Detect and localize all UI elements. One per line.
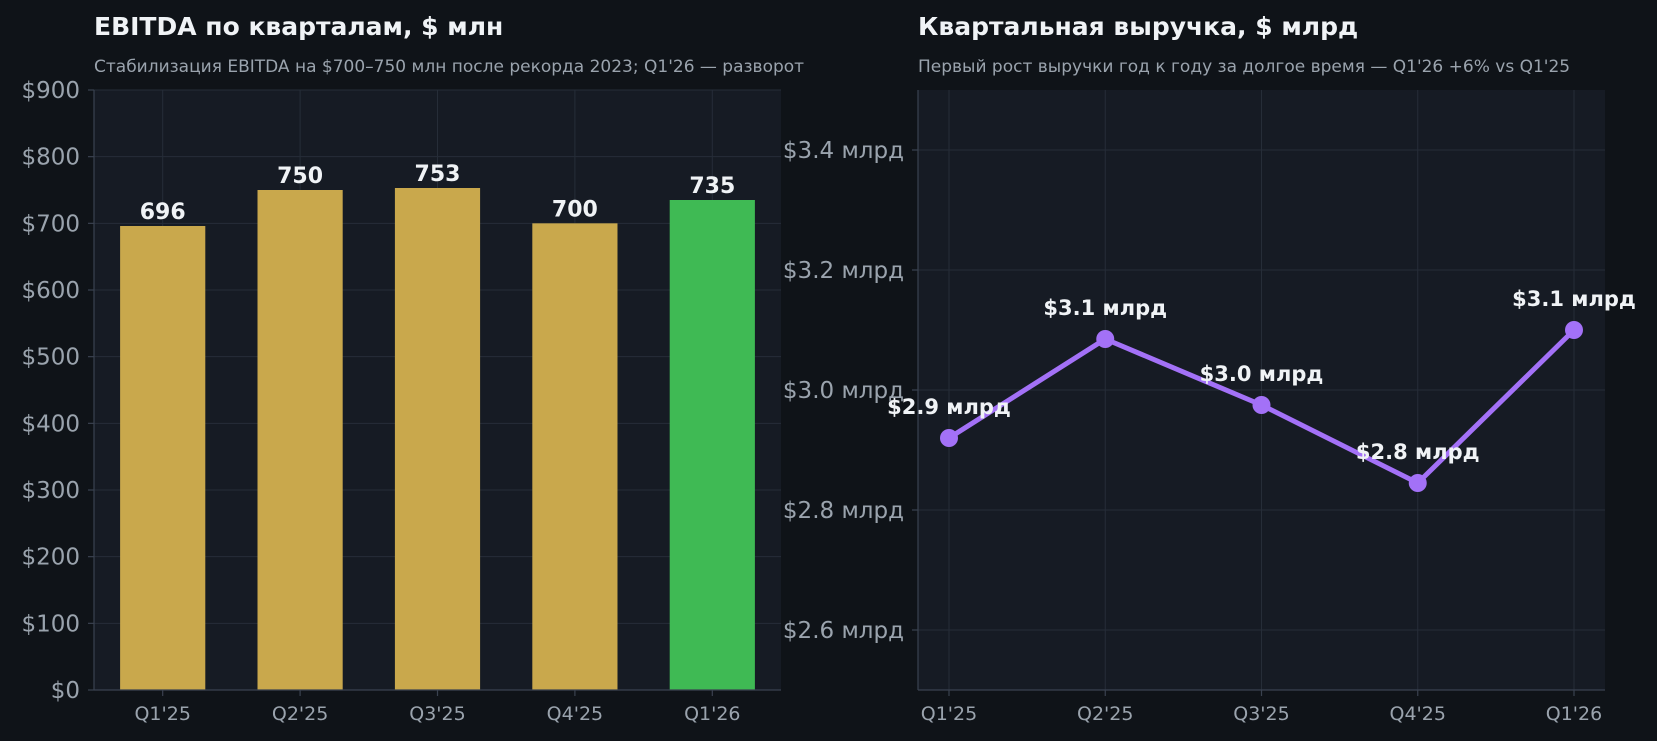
ebitda-bar-value-label: 700 (552, 197, 598, 222)
revenue-y-tick-label: $3.4 млрд (783, 138, 904, 164)
ebitda-y-tick-label: $700 (21, 211, 80, 237)
ebitda-chart: EBITDA по кварталам, $ млн Стабилизация … (21, 12, 804, 725)
ebitda-y-tick-label: $800 (21, 145, 80, 171)
revenue-chart-subtitle: Первый рост выручки год к году за долгое… (918, 57, 1570, 77)
ebitda-y-tick-label: $300 (21, 478, 80, 504)
revenue-x-tick-label: Q1'25 (921, 703, 977, 725)
ebitda-bar (532, 223, 618, 691)
revenue-y-tick-label: $3.2 млрд (783, 258, 904, 284)
revenue-chart: Квартальная выручка, $ млрд Первый рост … (783, 12, 1636, 725)
revenue-x-tick-label: Q2'25 (1077, 703, 1133, 725)
ebitda-bar (257, 190, 343, 690)
ebitda-y-tick-label: $500 (21, 345, 80, 371)
ebitda-bar (120, 226, 206, 690)
ebitda-bars (120, 188, 755, 691)
revenue-line (940, 321, 1583, 492)
ebitda-chart-subtitle: Стабилизация EBITDA на $700–750 млн посл… (94, 57, 804, 77)
ebitda-x-tick-label: Q1'26 (684, 703, 740, 725)
revenue-x-tick-label: Q3'25 (1233, 703, 1289, 725)
revenue-point-value-label: $2.9 млрд (887, 395, 1011, 419)
revenue-data-point (1096, 330, 1115, 348)
ebitda-y-tick-label: $0 (51, 678, 80, 704)
ebitda-x-ticks: Q1'25 Q2'25 Q3'25 Q4'25 Q1'26 (134, 690, 741, 725)
ebitda-x-tick-label: Q4'25 (547, 703, 603, 725)
revenue-y-tick-label: $2.8 млрд (783, 498, 904, 524)
ebitda-bar-value-label: 696 (140, 200, 186, 225)
revenue-gridlines (918, 90, 1605, 690)
revenue-data-point (940, 429, 958, 447)
revenue-data-point (1252, 396, 1271, 414)
ebitda-y-ticks: $0 $100 $200 $300 $400 $500 $600 $700 $800 $900 (21, 78, 94, 704)
ebitda-chart-title: EBITDA по кварталам, $ млн (94, 12, 503, 41)
ebitda-x-tick-label: Q1'25 (134, 703, 190, 725)
revenue-y-tick-label: $2.6 млрд (783, 618, 904, 644)
ebitda-y-tick-label: $200 (21, 545, 80, 571)
revenue-chart-title: Квартальная выручка, $ млрд (918, 12, 1358, 41)
ebitda-bar-value-label: 750 (277, 164, 323, 189)
revenue-point-value-label: $2.8 млрд (1356, 440, 1480, 464)
revenue-y-ticks: $2.6 млрд $2.8 млрд $3.0 млрд $3.2 млрд $3.4… (783, 138, 918, 644)
revenue-point-value-label: $3.0 млрд (1200, 362, 1324, 386)
revenue-point-value-label: $3.1 млрд (1043, 296, 1167, 320)
ebitda-bar-value-label: 753 (415, 162, 461, 187)
ebitda-x-tick-label: Q2'25 (272, 703, 328, 725)
revenue-data-point (1408, 474, 1427, 492)
ebitda-data-labels: 696 750 753 700 735 (140, 162, 736, 225)
revenue-y-tick-label: $3.0 млрд (783, 378, 904, 404)
ebitda-bar-value-label: 735 (689, 174, 735, 199)
ebitda-y-tick-label: $100 (21, 611, 80, 637)
ebitda-bar (669, 200, 755, 690)
revenue-x-tick-label: Q1'26 (1546, 703, 1602, 725)
revenue-data-labels: $2.9 млрд $3.1 млрд $3.0 млрд $2.8 млрд $3.1… (887, 287, 1636, 464)
revenue-x-tick-label: Q4'25 (1390, 703, 1446, 725)
ebitda-x-tick-label: Q3'25 (409, 703, 465, 725)
ebitda-y-tick-label: $400 (21, 411, 80, 437)
revenue-x-ticks: Q1'25 Q2'25 Q3'25 Q4'25 Q1'26 (921, 690, 1602, 725)
ebitda-bar (394, 188, 481, 690)
ebitda-y-tick-label: $900 (21, 78, 80, 104)
ebitda-y-tick-label: $600 (21, 278, 80, 304)
revenue-point-value-label: $3.1 млрд (1512, 287, 1636, 311)
revenue-data-point (1565, 321, 1583, 339)
